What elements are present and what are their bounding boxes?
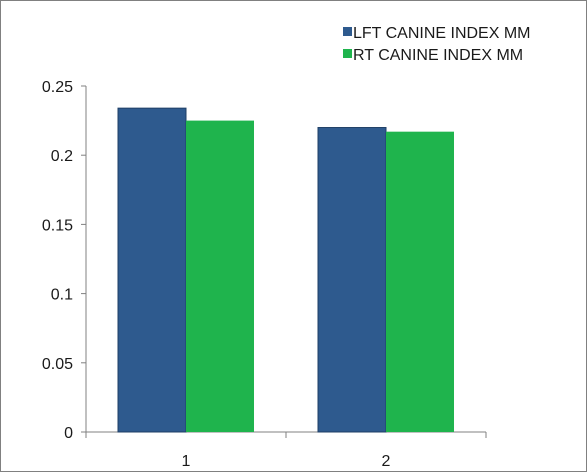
y-tick-label: 0.05	[42, 356, 73, 373]
legend-label: LFT CANINE INDEX MM	[353, 25, 531, 42]
x-tick-label: 1	[182, 453, 191, 470]
bar-lft-1	[117, 107, 187, 433]
bar-rt-1	[186, 120, 254, 432]
y-tick-label: 0	[64, 425, 73, 442]
legend: LFT CANINE INDEX MM RT CANINE INDEX MM	[343, 25, 531, 64]
legend-label: RT CANINE INDEX MM	[353, 47, 523, 64]
bar-lft-2	[317, 127, 387, 433]
legend-swatch	[343, 27, 352, 36]
y-tick-label: 0.25	[42, 79, 73, 96]
bars	[117, 107, 454, 433]
x-tick-label: 2	[382, 453, 391, 470]
y-tick-label: 0.15	[42, 217, 73, 234]
bar-rt-2	[386, 131, 454, 432]
y-tick-label: 0.2	[51, 148, 73, 165]
y-tick-label: 0.1	[51, 287, 73, 304]
y-axis: 0 0.05 0.1 0.15 0.2 0.25	[42, 79, 87, 442]
legend-swatch	[343, 49, 352, 58]
